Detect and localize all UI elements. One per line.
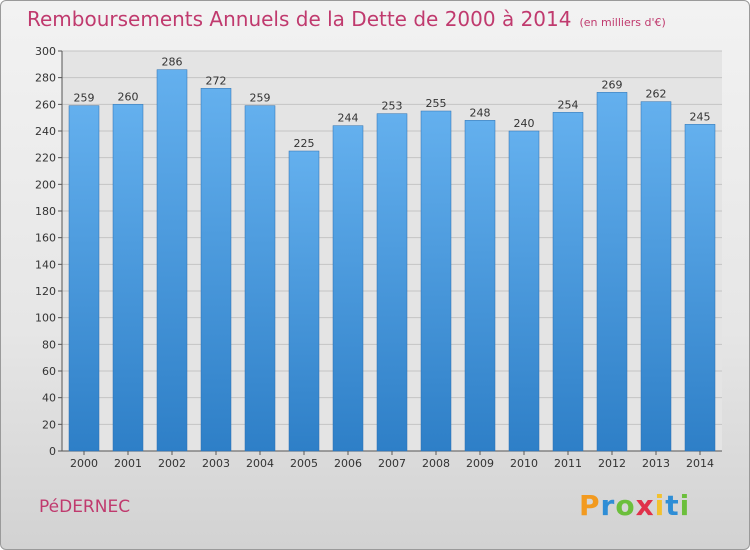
y-tick-label: 120: [35, 285, 56, 298]
x-tick-label: 2014: [686, 457, 714, 470]
data-label: 262: [646, 88, 667, 101]
x-tick-label: 2008: [422, 457, 450, 470]
y-tick-label: 300: [35, 45, 56, 58]
y-tick-label: 140: [35, 258, 56, 271]
commune-name: PéDERNEC: [39, 497, 131, 517]
x-tick-label: 2012: [598, 457, 626, 470]
bar: [376, 113, 408, 452]
bar: [332, 125, 364, 452]
y-tick-label: 100: [35, 312, 56, 325]
y-tick-label: 60: [42, 365, 56, 378]
data-label: 245: [690, 110, 711, 123]
x-tick-label: 2006: [334, 457, 362, 470]
x-tick-label: 2005: [290, 457, 318, 470]
bar: [508, 130, 540, 452]
chart-unit: (en milliers d'€): [579, 16, 666, 29]
data-label: 244: [338, 112, 359, 125]
x-tick-label: 2003: [202, 457, 230, 470]
bar: [244, 105, 276, 452]
y-tick-label: 40: [42, 392, 56, 405]
bar: [420, 110, 452, 452]
x-tick-label: 2010: [510, 457, 538, 470]
bar: [288, 150, 320, 452]
logo-letter: i: [654, 489, 666, 522]
y-tick-label: 20: [42, 418, 56, 431]
data-label: 225: [294, 137, 315, 150]
data-label: 253: [382, 100, 403, 113]
data-label: 259: [250, 92, 271, 105]
y-tick-label: 260: [35, 98, 56, 111]
logo-letter: t: [665, 489, 680, 522]
data-label: 272: [206, 74, 227, 87]
x-tick-label: 2000: [70, 457, 98, 470]
bar: [68, 105, 100, 452]
bar: [200, 88, 232, 452]
y-tick-label: 200: [35, 178, 56, 191]
logo-letter: r: [600, 489, 616, 522]
x-tick-label: 2009: [466, 457, 494, 470]
bar: [464, 120, 496, 452]
y-tick-label: 280: [35, 72, 56, 85]
chart-title: Remboursements Annuels de la Dette de 20…: [27, 7, 666, 31]
data-label: 259: [74, 92, 95, 105]
x-tick-label: 2004: [246, 457, 274, 470]
y-tick-label: 80: [42, 338, 56, 351]
y-tick-label: 160: [35, 232, 56, 245]
chart-title-text: Remboursements Annuels de la Dette de 20…: [27, 7, 572, 31]
bar: [596, 92, 628, 452]
x-tick-label: 2001: [114, 457, 142, 470]
x-tick-label: 2007: [378, 457, 406, 470]
y-tick-label: 220: [35, 152, 56, 165]
logo-letter: i: [679, 489, 691, 522]
bar: [640, 101, 672, 452]
bar: [156, 69, 188, 452]
bar: [684, 124, 716, 452]
data-label: 255: [426, 97, 447, 110]
x-tick-label: 2002: [158, 457, 186, 470]
data-label: 286: [162, 56, 183, 69]
data-label: 248: [470, 106, 491, 119]
data-label: 254: [558, 98, 579, 111]
logo-letter: o: [615, 489, 636, 522]
data-label: 260: [118, 90, 139, 103]
logo-letter: P: [579, 489, 601, 522]
bar: [552, 112, 584, 452]
x-tick-label: 2013: [642, 457, 670, 470]
bar: [112, 104, 144, 452]
proxiti-logo: Proxiti: [579, 489, 690, 522]
x-tick-label: 2011: [554, 457, 582, 470]
y-tick-label: 240: [35, 125, 56, 138]
y-tick-label: 0: [49, 445, 56, 458]
logo-letter: x: [635, 489, 655, 522]
data-label: 240: [514, 117, 535, 130]
data-label: 269: [602, 78, 623, 91]
y-tick-label: 180: [35, 205, 56, 218]
